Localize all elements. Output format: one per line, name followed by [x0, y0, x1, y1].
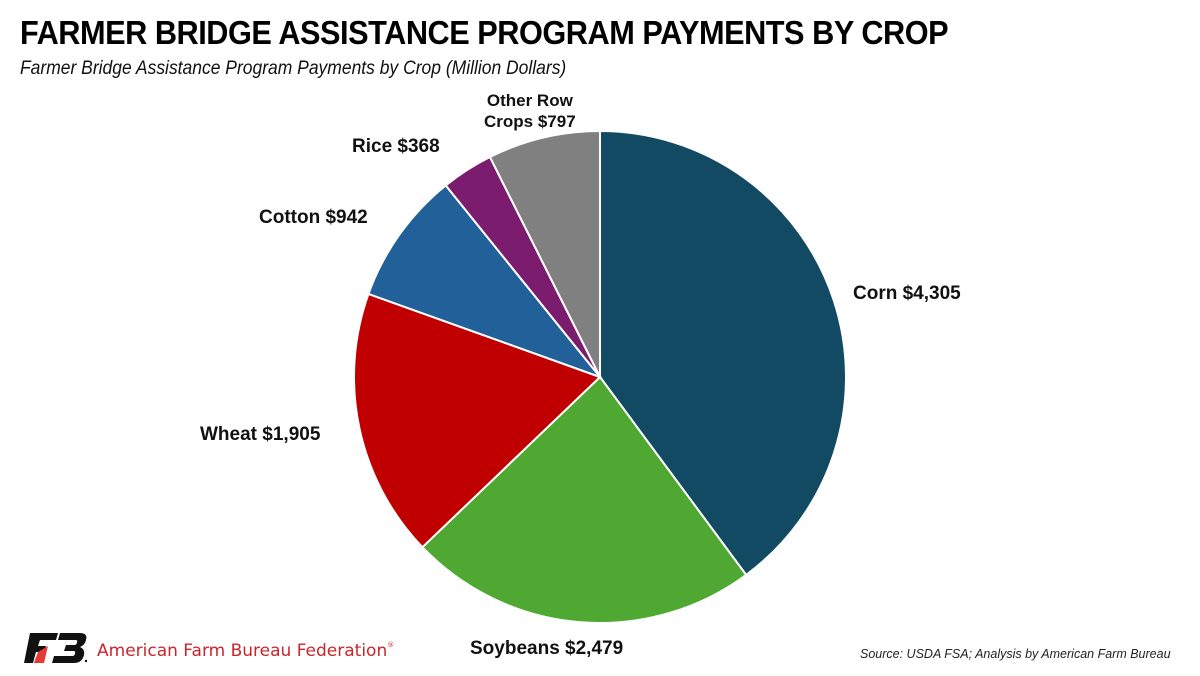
label-soybeans: Soybeans $2,479: [470, 638, 624, 659]
chart-subtitle: Farmer Bridge Assistance Program Payment…: [20, 58, 567, 79]
pie-slice-wheat: [353, 292, 602, 549]
label-other-line2: Crops $797: [484, 112, 576, 131]
pie-slice-soybeans: [420, 375, 748, 624]
pie-slice-cotton: [367, 184, 604, 380]
label-rice: Rice $368: [352, 136, 440, 157]
label-other-line1: Other Row: [486, 91, 573, 110]
chart-title: FARMER BRIDGE ASSISTANCE PROGRAM PAYMENT…: [20, 14, 949, 51]
source-note: Source: USDA FSA; Analysis by American F…: [860, 647, 1171, 661]
label-cotton: Cotton $942: [259, 207, 368, 228]
label-wheat: Wheat $1,905: [200, 424, 321, 445]
label-corn: Corn $4,305: [853, 283, 961, 304]
pie-slice-corn: [599, 129, 847, 577]
label-other-row-crops: Other Row Crops $797: [484, 90, 576, 132]
pie-slice-other-row-crops: [488, 129, 601, 378]
organization-name: American Farm Bureau Federation®: [97, 641, 395, 661]
farm-bureau-logo-icon: [24, 633, 88, 663]
